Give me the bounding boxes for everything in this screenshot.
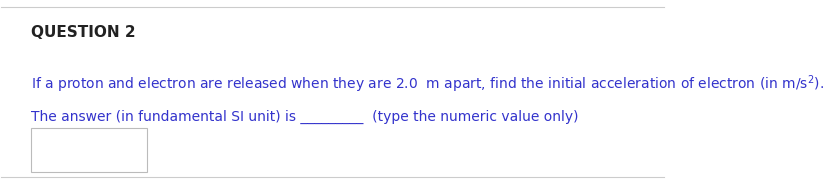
Text: The answer (in fundamental SI unit) is _________  (type the numeric value only): The answer (in fundamental SI unit) is _… <box>31 110 579 124</box>
Text: QUESTION 2: QUESTION 2 <box>31 25 136 40</box>
Text: If a proton and electron are released when they are 2.0  m apart, find the initi: If a proton and electron are released wh… <box>31 74 825 95</box>
FancyBboxPatch shape <box>31 128 147 172</box>
